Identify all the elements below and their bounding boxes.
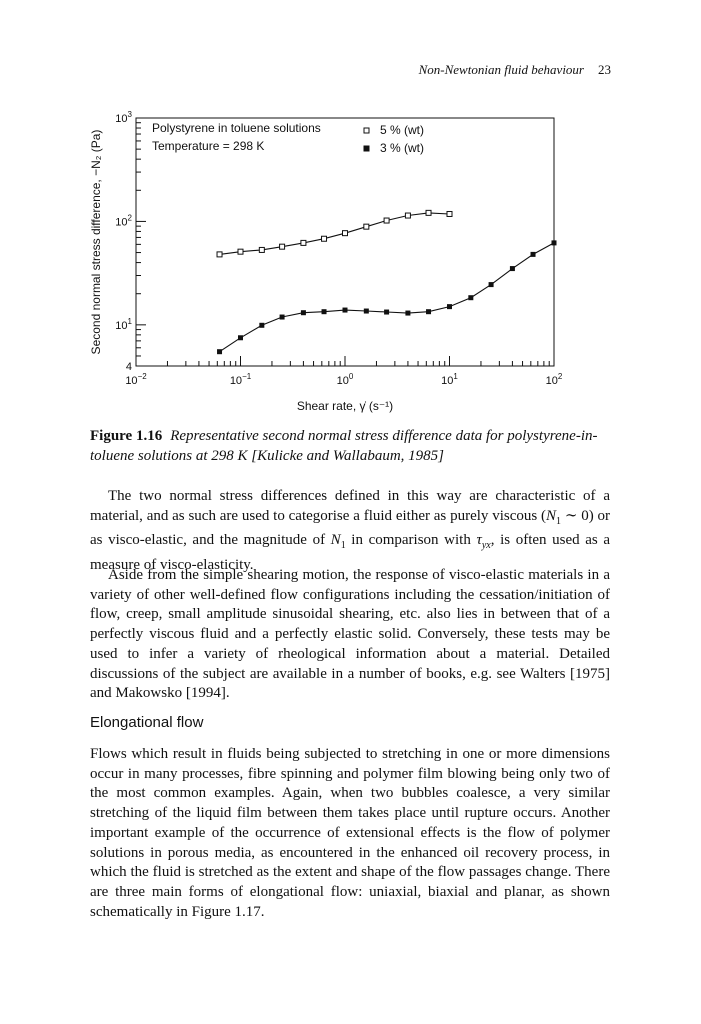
legend-label: 3 % (wt) [380, 141, 424, 155]
data-point [321, 309, 327, 315]
data-point [488, 282, 494, 288]
data-point [447, 304, 452, 310]
plot-frame [135, 117, 555, 367]
para1-text-4: , is often used as a measure of visco-el… [90, 532, 610, 574]
data-point [425, 209, 432, 216]
data-point [259, 322, 265, 328]
data-point [279, 243, 286, 250]
data-point [404, 212, 411, 219]
data-point [468, 295, 474, 301]
y-tick-label: 101 [115, 317, 132, 332]
symbol-n1-subscript: 1 [556, 515, 562, 527]
symbol-tau: τ [476, 532, 482, 549]
chart-annotation: Temperature = 298 K [152, 139, 264, 153]
data-point [530, 251, 536, 257]
x-tick-label: 101 [441, 372, 458, 387]
para1-text-1: The two normal stress differences define… [90, 488, 610, 524]
data-point [405, 310, 411, 316]
figure-caption-text: Representative second normal stress diff… [90, 428, 598, 464]
data-point [216, 251, 223, 258]
series-line [219, 242, 555, 353]
symbol-n1-subscript: 1 [340, 540, 346, 552]
data-point [217, 349, 223, 355]
running-head: Non-Newtonian fluid behaviour 23 [419, 62, 611, 78]
data-point [238, 335, 243, 341]
y-tick-label: 103 [115, 110, 132, 125]
chart-annotation: Polystyrene in toluene solutions [152, 121, 321, 135]
page-number: 23 [598, 62, 611, 77]
paragraph-elongational-flow: Flows which result in fluids being subje… [90, 746, 610, 920]
data-point [300, 310, 306, 316]
figure-caption: Figure 1.16 Representative second normal … [90, 426, 610, 466]
paragraph-visco-elastic: Aside from the simple shearing motion, t… [90, 567, 610, 702]
legend-marker [363, 127, 370, 134]
x-tick-label: 10−2 [125, 372, 147, 387]
running-head-title: Non-Newtonian fluid behaviour [418, 62, 584, 77]
x-axis-title: Shear rate, γ̇ (s⁻¹) [297, 399, 393, 413]
figure-label: Figure 1.16 [90, 428, 163, 444]
data-point [383, 217, 390, 224]
data-point [321, 235, 328, 242]
series-line [219, 212, 450, 255]
figure-chart: 10−2 10−1 100 101 102 4 101 102 103 Shear rate, γ… [89, 110, 563, 413]
data-point [237, 248, 244, 255]
data-point [342, 230, 348, 237]
data-point [300, 239, 307, 246]
para1-text-3: in comparison with [345, 532, 477, 549]
x-tick-label: 10−1 [230, 372, 252, 387]
legend-label: 5 % (wt) [380, 123, 424, 137]
x-tick-label: 100 [337, 372, 354, 387]
data-point [363, 308, 369, 314]
para1-text-2: ∼ 0) or as visco-elastic, and the magnit… [90, 507, 610, 549]
data-point [258, 246, 265, 253]
y-axis-title: Second normal stress difference, −N₂ (Pa… [89, 130, 103, 355]
data-point [551, 240, 557, 246]
y-tick-label: 4 [126, 361, 132, 373]
data-point [446, 210, 453, 217]
data-point [279, 314, 285, 320]
symbol-n1: N [546, 507, 557, 524]
x-tick-label: 102 [546, 372, 563, 387]
data-point [363, 223, 370, 230]
data-point [509, 266, 515, 272]
paragraph-normal-stress: The two normal stress differences define… [90, 487, 610, 576]
y-tick-label: 102 [115, 213, 132, 228]
data-point [384, 309, 390, 315]
section-heading: Elongational flow [90, 714, 204, 731]
symbol-n1: N [330, 532, 341, 549]
symbol-tau-subscript: yx [481, 540, 491, 552]
data-point [342, 307, 348, 313]
legend-marker [363, 145, 370, 152]
data-point [426, 309, 432, 315]
